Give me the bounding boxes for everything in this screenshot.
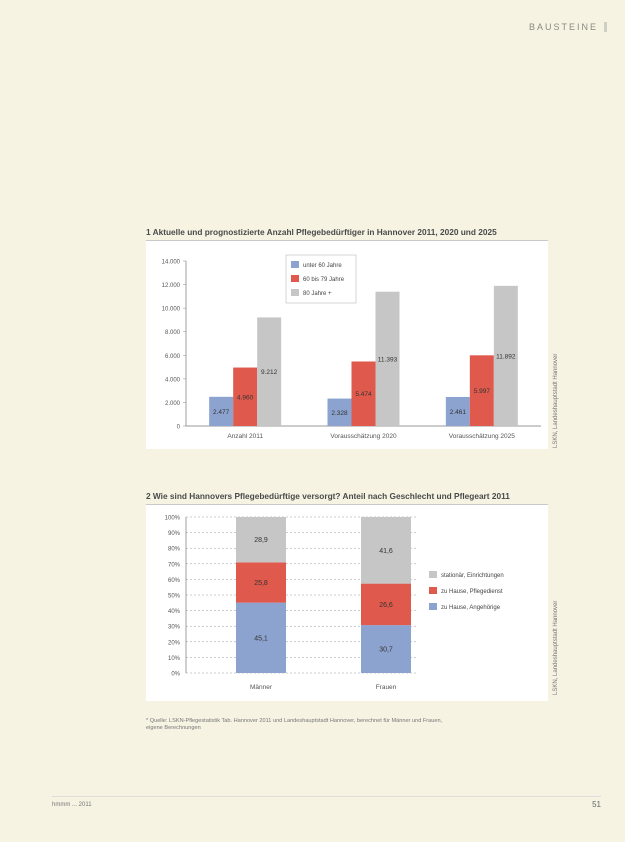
y-tick-label: 6.000 xyxy=(165,354,181,360)
y-tick-label: 80% xyxy=(168,547,181,553)
chart2-title: 2 Wie sind Hannovers Pflegebedürftige ve… xyxy=(146,491,510,501)
legend-label: 60 bis 79 Jahre xyxy=(303,277,345,283)
chart1-frame: 0 2.000 4.000 6.000 8.000 10.000 12.000 14.000 2… xyxy=(146,240,548,449)
bar xyxy=(469,355,494,426)
data-label: 2.461 xyxy=(450,409,467,416)
legend-swatch xyxy=(429,571,437,578)
data-label: 9.212 xyxy=(261,369,278,376)
stacked-bar-segment xyxy=(361,583,411,626)
stacked-bar-segment xyxy=(361,625,411,673)
x-tick-label: Vorausschätzung 2025 xyxy=(449,433,516,440)
data-label: 26,6 xyxy=(379,602,393,609)
stacked-bar-segment xyxy=(361,517,411,584)
y-tick-label: 20% xyxy=(168,640,181,646)
y-tick-label: 50% xyxy=(168,594,181,600)
bar xyxy=(351,361,376,426)
section-tag: BAUSTEINE xyxy=(529,22,607,32)
bar xyxy=(445,396,470,426)
chart2-source: LSKN, Landeshauptstadt Hannover xyxy=(553,600,559,695)
y-tick-label: 10.000 xyxy=(162,307,181,313)
data-label: 11.393 xyxy=(378,356,398,363)
legend-swatch xyxy=(429,603,437,610)
y-tick-label: 8.000 xyxy=(165,330,181,336)
y-tick-label: 14.000 xyxy=(162,260,181,266)
legend-label: 80 Jahre + xyxy=(303,291,332,297)
data-label: 5.997 xyxy=(474,388,491,395)
y-tick-label: 12.000 xyxy=(162,283,181,289)
stacked-bar-segment xyxy=(236,562,286,603)
y-tick-label: 100% xyxy=(165,516,181,522)
data-label: 5.474 xyxy=(355,391,372,398)
legend-label: unter 60 Jahre xyxy=(303,263,342,269)
x-tick-label: Vorausschätzung 2020 xyxy=(330,433,397,440)
x-tick-label: Frauen xyxy=(376,684,397,691)
y-tick-label: 90% xyxy=(168,531,181,537)
legend-swatch xyxy=(291,275,299,282)
legend-label: zu Hause, Angehörige xyxy=(441,605,501,611)
chart2-frame: 0% 10% 20% 30% 40% 50% 60% 70% 80% 90% 100% 45,1 25,… xyxy=(146,504,548,701)
chart1-svg: 0 2.000 4.000 6.000 8.000 10.000 12.000 14.000 2… xyxy=(162,254,541,440)
legend-label: stationär, Einrichtungen xyxy=(441,573,504,579)
stacked-bar-segment xyxy=(236,602,286,673)
bar xyxy=(209,396,234,426)
bar xyxy=(233,367,258,426)
y-tick-label: 0% xyxy=(171,672,180,678)
data-label: 41,6 xyxy=(379,548,393,555)
data-label: 45,1 xyxy=(254,635,268,642)
legend-swatch xyxy=(291,289,299,296)
y-tick-label: 30% xyxy=(168,625,181,631)
data-label: 28,9 xyxy=(254,537,268,544)
chart1-title: 1 Aktuelle und prognostizierte Anzahl Pf… xyxy=(146,227,497,237)
legend-label: zu Hause, Pflegedienst xyxy=(441,589,503,595)
data-label: 2.477 xyxy=(213,409,230,416)
chart2-svg: 0% 10% 20% 30% 40% 50% 60% 70% 80% 90% 100% 45,1 25,… xyxy=(165,516,504,692)
stacked-bar-segment xyxy=(236,517,286,563)
y-tick-label: 10% xyxy=(168,656,181,662)
page-number: 51 xyxy=(592,800,601,809)
data-label: 30,7 xyxy=(379,647,393,654)
bar xyxy=(327,398,352,426)
data-label: 25,8 xyxy=(254,580,268,587)
legend-swatch xyxy=(291,261,299,268)
data-label: 4.960 xyxy=(237,394,254,401)
y-tick-label: 70% xyxy=(168,562,181,568)
bar xyxy=(493,285,518,426)
footer-label: hmmm ... 2011 xyxy=(52,802,92,808)
y-tick-label: 60% xyxy=(168,578,181,584)
legend-swatch xyxy=(429,587,437,594)
data-label: 2.328 xyxy=(331,410,348,417)
footnote: * Quelle: LSKN-Pflegestatistik Tab. Hann… xyxy=(146,718,443,731)
y-tick-label: 40% xyxy=(168,609,181,615)
x-tick-label: Männer xyxy=(250,684,273,691)
y-tick-label: 2.000 xyxy=(165,401,181,407)
x-tick-label: Anzahl 2011 xyxy=(227,433,263,440)
bar xyxy=(257,317,282,426)
footer-divider xyxy=(52,796,601,797)
y-tick-label: 4.000 xyxy=(165,377,181,383)
chart1-source: LSKN, Landeshauptstadt Hannover xyxy=(553,353,559,448)
y-tick-label: 0 xyxy=(177,425,181,431)
data-label: 11.892 xyxy=(496,353,516,360)
bar xyxy=(375,291,400,426)
